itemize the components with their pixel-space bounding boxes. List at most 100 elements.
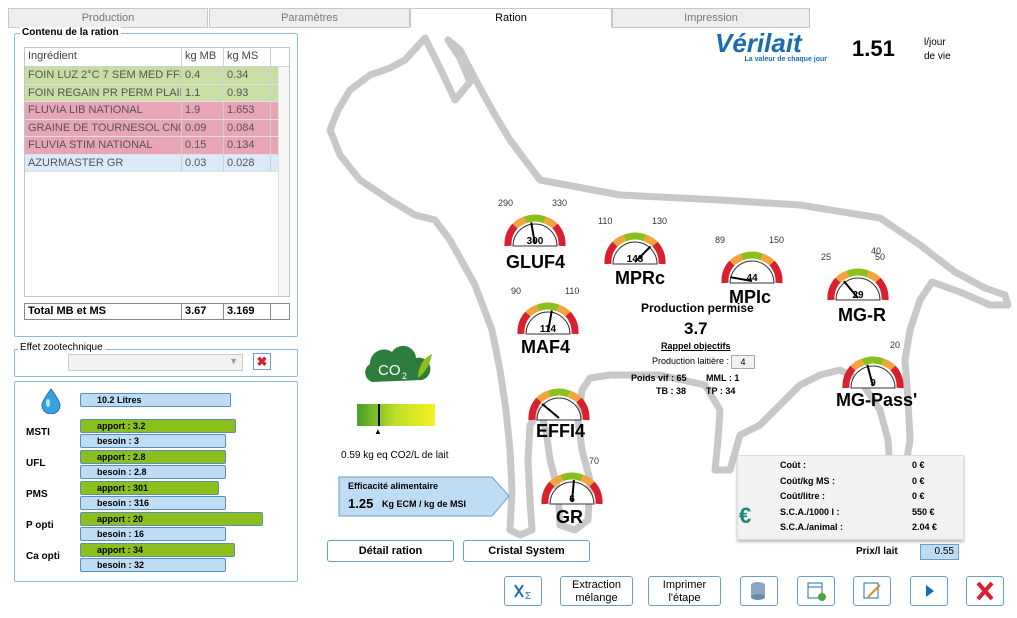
header-kg-ms: kg MS [224,48,271,66]
gauge-title: MG-Pass' [836,390,918,410]
nutrient-label: UFL [26,458,46,469]
gauge-max: 70 [589,456,600,466]
ingredient-cell: FLUVIA LIB NATIONAL [25,102,182,119]
tab-parametres[interactable]: Paramètres [209,8,410,28]
effet-group [14,349,298,377]
ration-group-title: Contenu de la ration [20,27,121,38]
besoin-bar: besoin : 316 [80,496,226,510]
gauge-min: 25 [821,252,832,262]
besoin-bar: besoin : 16 [80,527,226,541]
yield-unit-2: de vie [924,51,951,62]
cost-value: 0 € [912,475,925,486]
gauge-max: 330 [552,198,568,208]
clear-effet-button[interactable]: ✖ [253,353,271,370]
gauge-value: 6 [569,494,575,505]
cost-value: 550 € [912,506,935,517]
water-bar: 10.2 Litres [80,393,231,407]
header-kg-mb: kg MB [182,48,224,66]
apport-bar: apport : 3.2 [80,419,236,433]
co2-label: 0.59 kg eq CO2/L de lait [341,450,449,461]
nutrient-label: MSTI [26,427,50,438]
ingredient-cell: FOIN REGAIN PR PERM PLAINE F [25,84,182,101]
verilait-logo: Vérilait La valeur de chaque jour [715,30,827,68]
edit-document-icon [863,582,881,599]
gauge-mpic: 44 89 150 [715,235,787,288]
cost-value: 0 € [912,491,925,501]
efficacite-banner [337,475,512,521]
efficacite-title: Efficacité alimentaire [348,481,439,491]
co2-marker [378,404,380,426]
add-document-button[interactable] [797,576,835,606]
gauge-max: 50 [875,252,886,262]
kg-ms-cell: 1.653 [224,102,271,119]
total-mb: 3.67 [182,304,224,319]
add-document-icon [807,582,826,601]
logo-tagline: La valeur de chaque jour [744,56,827,63]
yield-unit-1: l/jour [924,37,946,48]
table-row[interactable]: FOIN REGAIN PR PERM PLAINE F1.10.93 [25,84,289,102]
table-row[interactable]: FLUVIA STIM NATIONAL 0.15 0.134 [25,137,289,155]
gauge-effi4 [524,382,594,425]
database-button[interactable] [740,576,778,606]
cost-label: Coût/litre : [780,491,825,501]
effet-select[interactable]: ▼ [68,354,243,371]
gauge-value: 300 [526,236,544,247]
gauge-gr: 6 70 [537,456,607,509]
svg-text:Σ: Σ [525,591,531,602]
kg-ms-cell: 0.134 [224,137,271,154]
table-row[interactable]: GRAINE DE TOURNESOL CN01200.090.084 [25,119,289,137]
nutrient-label: Ca opti [26,551,60,562]
ingredient-cell: FLUVIA STIM NATIONAL [25,137,182,154]
cristal-system-button[interactable]: Cristal System [463,540,590,562]
co2-cloud-icon: CO 2 [360,344,435,391]
detail-ration-button[interactable]: Détail ration [327,540,454,562]
imprimer-label-2: l'étape [668,592,701,604]
table-row[interactable]: FOIN LUZ 2°C 7 SEM MED FF34700.40.34 [25,67,289,85]
imprimer-etape-button[interactable]: Imprimer l'étape [648,576,721,606]
next-button[interactable] [910,576,948,606]
total-row: Total MB et MS 3.67 3.169 [24,303,290,320]
prix-label: Prix/l lait [856,546,898,557]
production-title: Production permise [641,301,754,315]
extraction-melange-button[interactable]: Extraction mélange [560,576,633,606]
kg-ms-cell: 0.93 [224,84,271,101]
gauge-value: 114 [539,324,557,335]
tab-ration[interactable]: Ration [410,8,612,28]
header-ingredient: Ingrédient [25,48,182,66]
tab-impression[interactable]: Impression [612,8,810,28]
prix-input[interactable]: 0.55 [920,544,959,560]
extraction-label-1: Extraction [572,579,621,591]
close-button[interactable] [966,576,1004,606]
goat-silhouette [326,34,1012,539]
database-icon [751,582,765,600]
nutrients-group [14,381,298,582]
besoin-bar: besoin : 3 [80,434,226,448]
gauge-title: MAF4 [521,337,570,357]
gauge-value: 143 [626,254,644,265]
cost-label: Coût : [780,460,806,470]
table-row[interactable]: AZURMASTER GR 0.03 0.028 [25,154,289,172]
gauge-title: MPIc [729,287,772,307]
formula-button[interactable]: Σ [504,576,542,606]
kg-mb-cell: 0.15 [182,137,224,154]
table-scrollbar[interactable] [278,67,289,296]
ration-group [14,33,298,337]
production-value: 3.7 [684,319,708,338]
play-icon [926,585,934,597]
gauge-min: 110 [598,216,613,226]
effet-group-title: Effet zootechnique [18,342,105,353]
kg-mb-cell: 1.1 [182,84,224,101]
production-laitiere-input[interactable]: 4 [731,355,755,369]
svg-text:CO: CO [378,362,401,379]
apport-bar: apport : 34 [80,543,235,557]
gauge-title: MPRc [615,268,666,288]
edit-document-button[interactable] [853,576,891,606]
gauge-max: 130 [652,216,668,226]
ingredient-table[interactable]: Ingrédient kg MB kg MS FOIN LUZ 2°C 7 SE… [24,47,290,297]
logo-name: Vérilait [715,28,802,58]
table-row[interactable]: FLUVIA LIB NATIONAL 1.9 1.653 [25,102,289,120]
besoin-bar: besoin : 32 [80,558,226,572]
gauge-title: EFFI4 [536,421,586,441]
tab-production[interactable]: Production [8,8,208,28]
gauge-max: 110 [565,286,580,296]
